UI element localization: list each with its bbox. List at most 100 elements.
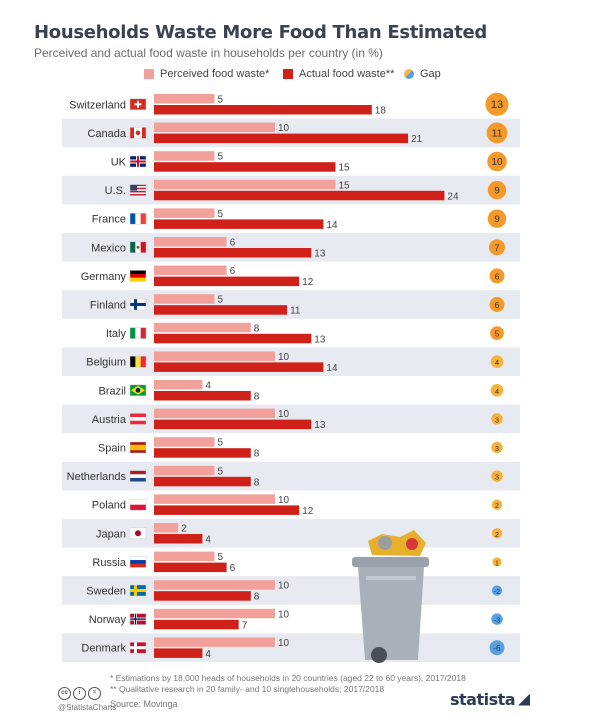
statista-wordmark: statista — [450, 690, 516, 709]
flag-border — [129, 527, 147, 540]
flag-fr-icon — [129, 212, 147, 225]
flag-no-icon — [129, 613, 147, 625]
gap-value-label: 1 — [495, 560, 499, 567]
actual-value-label: 14 — [326, 220, 338, 231]
actual-value-label: 8 — [254, 477, 260, 488]
perceived-value-label: 8 — [254, 323, 260, 334]
flag-ru-icon — [129, 556, 147, 568]
perceived-bar — [154, 151, 215, 161]
flag-us-icon — [129, 184, 147, 196]
category-label: Brazil — [98, 385, 126, 397]
perceived-value-label: 5 — [218, 209, 224, 220]
gap-bubble — [487, 209, 507, 228]
actual-bar — [154, 648, 203, 658]
attribution-icon: i — [73, 687, 86, 700]
flag-border — [129, 441, 147, 454]
flag-border — [129, 641, 147, 654]
perceived-bar — [154, 580, 275, 590]
flag-border — [129, 413, 147, 425]
flag-dk-icon — [129, 641, 147, 654]
actual-value-label: 12 — [302, 506, 314, 517]
actual-bar — [154, 105, 372, 115]
flag-border — [129, 155, 147, 168]
flag-border — [129, 127, 147, 139]
flag-border — [129, 98, 147, 111]
perceived-value-label: 10 — [278, 409, 290, 420]
gap-value-label: 13 — [491, 99, 503, 111]
flag-br-icon — [129, 384, 147, 397]
flag-part — [130, 160, 146, 163]
flag-part — [130, 241, 136, 253]
category-label: Germany — [81, 271, 127, 283]
actual-bar — [154, 619, 239, 630]
perceived-value-label: 2 — [181, 524, 187, 535]
flag-part — [130, 270, 146, 275]
category-label: Japan — [96, 528, 126, 540]
flag-part — [130, 277, 146, 282]
perceived-bar — [154, 322, 251, 333]
flag-part — [130, 499, 146, 505]
actual-value-label: 8 — [254, 392, 260, 403]
actual-bar — [154, 391, 251, 401]
perceived-bar — [154, 437, 215, 447]
waste-bin-detail — [366, 576, 416, 580]
category-label: Norway — [89, 614, 127, 626]
statista-logo[interactable]: statista — [450, 690, 531, 709]
flag-part — [130, 213, 136, 225]
perceived-value-label: 5 — [218, 95, 224, 106]
flag-border — [129, 584, 147, 597]
perceived-value-label: 6 — [230, 266, 236, 277]
flag-border — [129, 327, 147, 339]
actual-bar — [154, 534, 203, 544]
perceived-value-label: 6 — [230, 238, 236, 249]
flag-part — [136, 245, 140, 249]
category-label: Spain — [98, 443, 126, 455]
flag-border — [129, 270, 147, 282]
perceived-bar — [154, 122, 275, 133]
gap-value-label: 3 — [495, 473, 499, 482]
flag-part — [130, 127, 134, 139]
flag-part — [140, 213, 147, 225]
gap-bubble — [487, 151, 507, 172]
flag-part — [130, 186, 146, 188]
flag-part — [130, 563, 146, 568]
flag-ca-icon — [129, 127, 147, 139]
chart-title: Households Waste More Food Than Estimate… — [34, 22, 488, 43]
category-label: Mexico — [91, 242, 126, 254]
perceived-bar — [154, 465, 215, 476]
legend-gap: Gap — [404, 68, 441, 80]
perceived-swatch — [144, 69, 154, 79]
flag-es-icon — [129, 441, 147, 454]
flag-part — [135, 130, 141, 136]
gap-bubble — [490, 326, 504, 340]
actual-bar — [154, 190, 445, 201]
perceived-value-label: 10 — [278, 123, 290, 134]
flag-part — [130, 187, 146, 190]
footnote-2: ** Qualitative research in 20 family- an… — [110, 684, 385, 694]
gap-bubble — [489, 640, 505, 656]
source-text: Source: Movinga — [110, 699, 178, 709]
actual-bar — [154, 419, 312, 430]
actual-value-label: 8 — [254, 592, 260, 603]
legend-perceived-label: Perceived food waste* — [160, 68, 270, 80]
perceived-bar — [154, 208, 215, 218]
legend-gap-label: Gap — [420, 68, 441, 80]
flag-part — [130, 444, 146, 451]
gap-value-label: 4 — [495, 358, 499, 367]
perceived-value-label: 5 — [218, 438, 224, 449]
category-label: UK — [111, 157, 127, 169]
actual-bar — [154, 333, 312, 344]
flag-mx-icon — [129, 241, 147, 254]
gap-value-label: 5 — [495, 330, 500, 339]
actual-value-label: 13 — [314, 334, 326, 345]
perceived-value-label: 4 — [205, 381, 211, 392]
category-label: Switzerland — [69, 99, 126, 111]
flag-part — [135, 387, 141, 393]
flag-part — [130, 556, 146, 561]
perceived-bar — [154, 294, 215, 304]
perceived-bar — [154, 523, 179, 533]
flag-part — [130, 417, 146, 421]
gap-value-label: 3 — [495, 415, 499, 424]
flag-it-icon — [129, 327, 147, 339]
flag-part — [130, 194, 146, 196]
